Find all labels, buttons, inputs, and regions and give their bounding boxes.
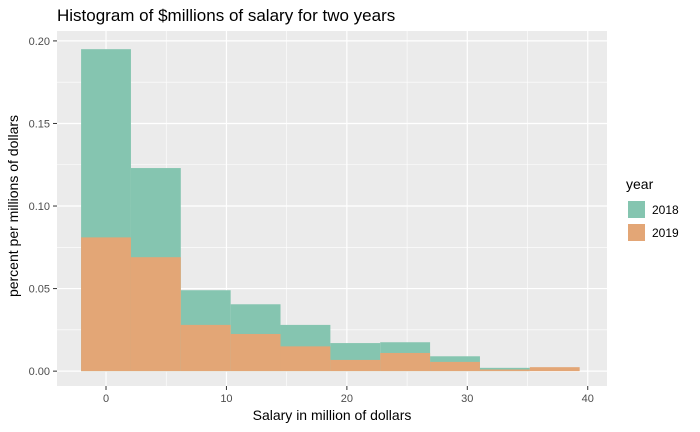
legend-item-2019: 2019 <box>626 221 679 244</box>
legend-label: 2018 <box>652 202 679 217</box>
x-tick-label: 30 <box>461 393 473 405</box>
y-tick-label: 0.10 <box>29 201 50 213</box>
x-tick-label: 10 <box>220 393 232 405</box>
legend-swatch <box>628 224 645 241</box>
bar-2019 <box>529 367 580 372</box>
legend: year 2018 2019 <box>626 176 679 244</box>
legend-item-2018: 2018 <box>626 198 679 221</box>
legend-label: 2019 <box>652 225 679 240</box>
x-tick-label: 0 <box>103 393 109 405</box>
x-tick-label: 40 <box>582 393 594 405</box>
y-tick-label: 0.15 <box>29 118 50 130</box>
x-tick-label: 20 <box>341 393 353 405</box>
y-tick-label: 0.00 <box>29 366 50 378</box>
bar-2019 <box>180 324 231 372</box>
y-axis-label: percent per millions of dollars <box>5 114 21 298</box>
y-tick-label: 0.05 <box>29 284 50 296</box>
bar-2019 <box>380 352 431 372</box>
bar-2019 <box>280 346 331 372</box>
y-tick-label: 0.20 <box>29 36 50 48</box>
legend-swatch <box>628 201 645 218</box>
chart-title: Histogram of $millions of salary for two… <box>57 6 396 25</box>
bar-2019 <box>81 237 131 372</box>
bar-2019 <box>230 333 281 372</box>
x-axis-label: Salary in million of dollars <box>252 407 412 423</box>
bar-2019 <box>430 361 480 372</box>
bar-2019 <box>330 359 381 372</box>
bar-2019 <box>479 369 530 372</box>
legend-title: year <box>626 176 654 192</box>
bar-2019 <box>130 257 181 372</box>
